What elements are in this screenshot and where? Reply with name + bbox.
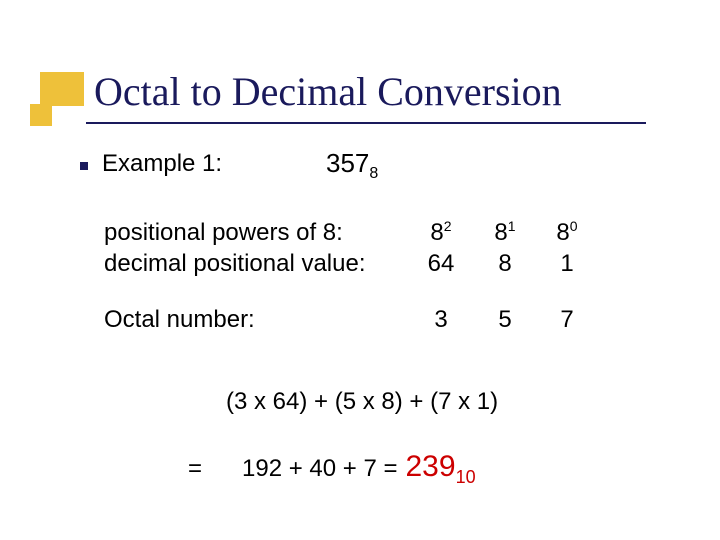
powers-row: positional powers of 8: 82 81 80 bbox=[104, 218, 598, 247]
decimal-value-cells: 64 8 1 bbox=[408, 250, 598, 278]
accent-box bbox=[40, 72, 84, 106]
example-value: 3578 bbox=[326, 148, 378, 183]
equals-sign: = bbox=[188, 455, 202, 483]
example-digits: 357 bbox=[326, 148, 369, 178]
powers-label: positional powers of 8: bbox=[104, 219, 408, 247]
octal-number-label: Octal number: bbox=[104, 306, 408, 334]
result-value: 23910 bbox=[406, 450, 476, 488]
decimal-value-cell: 64 bbox=[408, 250, 474, 278]
octal-number-cells: 3 5 7 bbox=[408, 306, 598, 334]
power-cell: 80 bbox=[536, 218, 598, 247]
decimal-value-cell: 1 bbox=[536, 250, 598, 278]
octal-digit-cell: 3 bbox=[408, 306, 474, 334]
accent-box bbox=[30, 104, 52, 126]
expansion-expression: (3 x 64) + (5 x 8) + (7 x 1) bbox=[226, 388, 498, 416]
example-base: 8 bbox=[369, 165, 378, 182]
result-digits: 239 bbox=[406, 450, 456, 483]
decimal-value-row: decimal positional value: 64 8 1 bbox=[104, 250, 598, 278]
page-title: Octal to Decimal Conversion bbox=[94, 68, 562, 115]
result-row: = 192 + 40 + 7 = 23910 bbox=[188, 450, 476, 488]
octal-number-row: Octal number: 3 5 7 bbox=[104, 306, 598, 334]
title-underline bbox=[86, 122, 646, 124]
decimal-value-cell: 8 bbox=[474, 250, 536, 278]
decimal-value-label: decimal positional value: bbox=[104, 250, 408, 278]
power-cell: 81 bbox=[474, 218, 536, 247]
example-label: Example 1: bbox=[102, 150, 222, 178]
octal-digit-cell: 7 bbox=[536, 306, 598, 334]
result-base: 10 bbox=[456, 467, 476, 487]
power-cell: 82 bbox=[408, 218, 474, 247]
result-sum: 192 + 40 + 7 = bbox=[242, 455, 397, 483]
powers-cells: 82 81 80 bbox=[408, 218, 598, 247]
bullet-icon bbox=[80, 162, 88, 170]
octal-digit-cell: 5 bbox=[474, 306, 536, 334]
